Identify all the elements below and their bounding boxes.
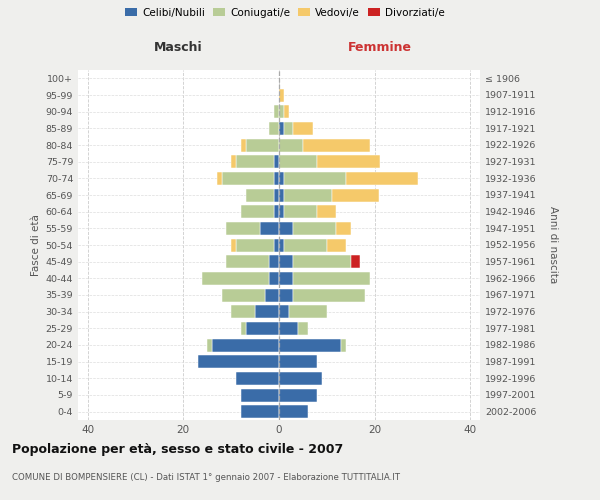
Bar — [284, 205, 317, 218]
Bar — [279, 405, 308, 418]
Bar — [279, 288, 293, 302]
Bar — [298, 322, 308, 335]
Bar — [274, 105, 279, 118]
Bar — [274, 188, 279, 202]
Bar — [245, 322, 279, 335]
Bar — [293, 272, 370, 285]
Bar — [269, 122, 279, 135]
Bar — [279, 305, 289, 318]
Bar — [265, 288, 279, 302]
Bar — [197, 355, 279, 368]
Bar — [241, 322, 245, 335]
Bar — [202, 272, 269, 285]
Bar — [293, 255, 351, 268]
Bar — [317, 205, 337, 218]
Bar — [217, 172, 221, 185]
Text: COMUNE DI BOMPENSIERE (CL) - Dati ISTAT 1° gennaio 2007 - Elaborazione TUTTITALI: COMUNE DI BOMPENSIERE (CL) - Dati ISTAT … — [12, 472, 400, 482]
Bar — [284, 238, 327, 252]
Bar — [289, 305, 327, 318]
Bar — [279, 138, 303, 151]
Bar — [279, 238, 284, 252]
Bar — [207, 338, 212, 351]
Bar — [279, 122, 284, 135]
Bar — [241, 405, 279, 418]
Legend: Celibi/Nubili, Coniugati/e, Vedovi/e, Divorziati/e: Celibi/Nubili, Coniugati/e, Vedovi/e, Di… — [125, 8, 445, 18]
Bar — [337, 222, 351, 235]
Bar — [279, 188, 284, 202]
Bar — [269, 272, 279, 285]
Text: Maschi: Maschi — [154, 41, 203, 54]
Bar — [279, 105, 284, 118]
Bar — [236, 372, 279, 385]
Bar — [226, 255, 269, 268]
Bar — [255, 305, 279, 318]
Bar — [303, 138, 370, 151]
Bar — [317, 155, 380, 168]
Text: Femmine: Femmine — [347, 41, 412, 54]
Bar — [279, 322, 298, 335]
Bar — [279, 388, 317, 402]
Bar — [274, 155, 279, 168]
Bar — [274, 172, 279, 185]
Bar — [279, 205, 284, 218]
Bar — [212, 338, 279, 351]
Bar — [279, 272, 293, 285]
Bar — [231, 305, 255, 318]
Bar — [274, 205, 279, 218]
Bar — [221, 288, 265, 302]
Bar — [284, 172, 346, 185]
Bar — [241, 138, 245, 151]
Bar — [351, 255, 361, 268]
Bar — [327, 238, 346, 252]
Bar — [284, 188, 332, 202]
Bar — [284, 105, 289, 118]
Bar — [279, 255, 293, 268]
Bar — [341, 338, 346, 351]
Bar — [226, 222, 260, 235]
Bar — [279, 155, 317, 168]
Bar — [236, 155, 274, 168]
Bar — [293, 222, 337, 235]
Bar — [293, 122, 313, 135]
Bar — [269, 255, 279, 268]
Y-axis label: Fasce di età: Fasce di età — [31, 214, 41, 276]
Bar — [241, 205, 274, 218]
Text: Popolazione per età, sesso e stato civile - 2007: Popolazione per età, sesso e stato civil… — [12, 442, 343, 456]
Bar — [279, 172, 284, 185]
Bar — [279, 355, 317, 368]
Bar — [279, 222, 293, 235]
Bar — [279, 338, 341, 351]
Bar — [346, 172, 418, 185]
Bar — [279, 372, 322, 385]
Bar — [245, 138, 279, 151]
Bar — [231, 238, 236, 252]
Bar — [293, 288, 365, 302]
Bar — [236, 238, 274, 252]
Bar — [260, 222, 279, 235]
Bar — [241, 388, 279, 402]
Bar — [279, 88, 284, 102]
Bar — [245, 188, 274, 202]
Bar — [221, 172, 274, 185]
Bar — [231, 155, 236, 168]
Bar — [274, 238, 279, 252]
Y-axis label: Anni di nascita: Anni di nascita — [548, 206, 557, 284]
Bar — [332, 188, 379, 202]
Bar — [284, 122, 293, 135]
